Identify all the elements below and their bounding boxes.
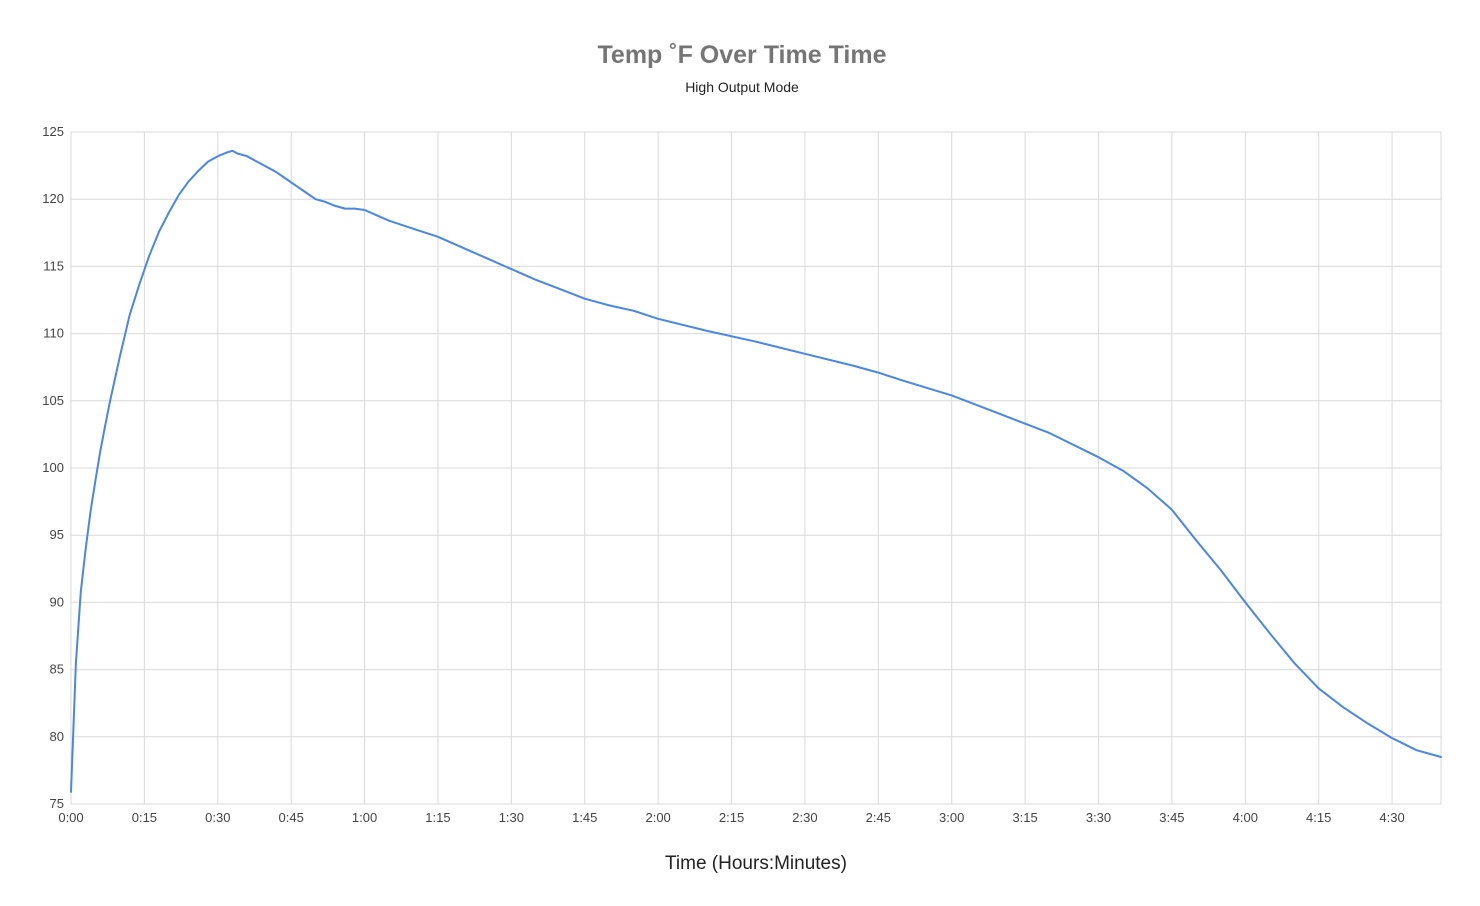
x-tick-label: 3:45 <box>1159 810 1184 825</box>
x-tick-label: 3:15 <box>1012 810 1037 825</box>
x-tick-label: 1:30 <box>499 810 524 825</box>
x-tick-label: 4:00 <box>1233 810 1258 825</box>
x-tick-label: 3:30 <box>1086 810 1111 825</box>
gridlines <box>70 131 1442 805</box>
y-tick-label: 110 <box>43 326 64 341</box>
x-tick-label: 0:00 <box>58 810 83 825</box>
y-tick-label: 80 <box>50 729 64 744</box>
x-tick-label: 4:30 <box>1379 810 1404 825</box>
x-tick-label: 2:00 <box>645 810 670 825</box>
y-tick-label: 125 <box>42 124 64 139</box>
x-axis-title: Time (Hours:Minutes) <box>665 853 847 874</box>
y-tick-label: 100 <box>42 460 64 475</box>
x-tick-label: 0:15 <box>132 810 157 825</box>
y-tick-label: 90 <box>50 594 64 609</box>
chart-subtitle: High Output Mode <box>685 79 799 95</box>
x-tick-label: 0:30 <box>205 810 230 825</box>
y-tick-label: 75 <box>50 796 64 811</box>
x-tick-label: 1:15 <box>425 810 450 825</box>
x-tick-label: 1:00 <box>352 810 377 825</box>
y-tick-label: 95 <box>50 527 64 542</box>
x-tick-label: 3:00 <box>939 810 964 825</box>
y-tick-label: 115 <box>43 258 64 273</box>
x-tick-label: 2:45 <box>866 810 891 825</box>
y-tick-label: 105 <box>42 393 64 408</box>
series-layer <box>70 149 1442 793</box>
x-tick-label: 1:45 <box>572 810 597 825</box>
x-tick-label: 2:30 <box>792 810 817 825</box>
y-tick-label: 85 <box>50 662 64 677</box>
chart-title: Temp ˚F Over Time Time <box>598 41 887 69</box>
y-axis-ticks: 75 80 85 90 95 100 105 110 115 120 125 <box>42 124 64 811</box>
x-tick-label: 2:15 <box>719 810 744 825</box>
x-tick-label: 4:15 <box>1306 810 1331 825</box>
y-tick-label: 120 <box>42 191 64 206</box>
series-line <box>70 149 1442 793</box>
x-tick-label: 0:45 <box>279 810 304 825</box>
x-axis-ticks: 0:00 0:15 0:30 0:45 1:00 1:15 1:30 1:45 2:00 2:15… <box>58 810 1404 825</box>
